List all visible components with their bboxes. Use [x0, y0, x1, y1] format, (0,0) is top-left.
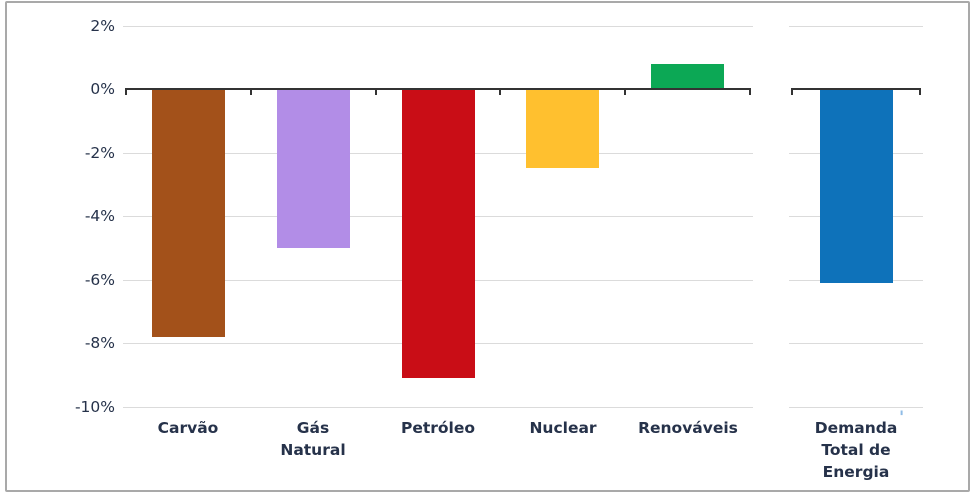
category-label-line: Total de: [821, 441, 891, 459]
x-axis-tick: [499, 88, 501, 95]
x-axis-baseline-2: [792, 88, 920, 90]
y-axis-tick-label: -6%: [84, 271, 115, 289]
bar-petroleo: [402, 89, 475, 378]
category-label-line: Petróleo: [400, 419, 476, 437]
category-label-demanda-total-de-energia: Demanda Total de Energia: [786, 417, 926, 483]
y-axis-tick-label: -2%: [84, 144, 115, 162]
gridline-minus-8pct: [789, 343, 923, 344]
category-label-carvao: Carvão: [118, 417, 258, 439]
category-label-line: Natural: [280, 441, 346, 459]
x-axis-tick: [919, 88, 921, 95]
category-label-line: Renováveis: [638, 419, 738, 437]
x-axis-tick: [624, 88, 626, 95]
category-label-line: Carvão: [157, 419, 219, 437]
y-axis-tick-label: 2%: [90, 17, 115, 35]
gridline-minus-10pct: [789, 407, 923, 408]
x-axis-tick: [125, 88, 127, 95]
gridline-2pct: [123, 26, 753, 27]
bar-renovaveis: [651, 64, 724, 89]
y-axis-tick-label: 0%: [90, 80, 115, 98]
y-axis-tick-label: -4%: [84, 207, 115, 225]
y-axis-tick-label: -8%: [84, 334, 115, 352]
category-label-line: Energia: [822, 463, 890, 481]
y-axis-tick-label: -10%: [74, 398, 115, 416]
category-label-line: Gás: [296, 419, 330, 437]
x-axis-tick: [791, 88, 793, 95]
category-label-nuclear: Nuclear: [493, 417, 633, 439]
bar-carvao: [152, 89, 225, 337]
category-label-renovaveis: Renováveis: [618, 417, 758, 439]
category-label-gas-natural: Gás Natural: [243, 417, 383, 461]
stray-annotation-mark: ': [899, 408, 905, 428]
x-axis-baseline-1: [126, 88, 750, 90]
category-label-petroleo: Petróleo: [368, 417, 508, 439]
x-axis-tick: [375, 88, 377, 95]
bar-demanda-total-de-energia: [820, 89, 893, 283]
x-axis-tick: [250, 88, 252, 95]
bar-nuclear: [526, 89, 599, 168]
category-label-line: Nuclear: [529, 419, 597, 437]
gridline-2pct: [789, 26, 923, 27]
category-label-line: Demanda: [814, 419, 898, 437]
x-axis-tick: [749, 88, 751, 95]
bar-gas-natural: [277, 89, 350, 248]
gridline-minus-10pct: [123, 407, 753, 408]
